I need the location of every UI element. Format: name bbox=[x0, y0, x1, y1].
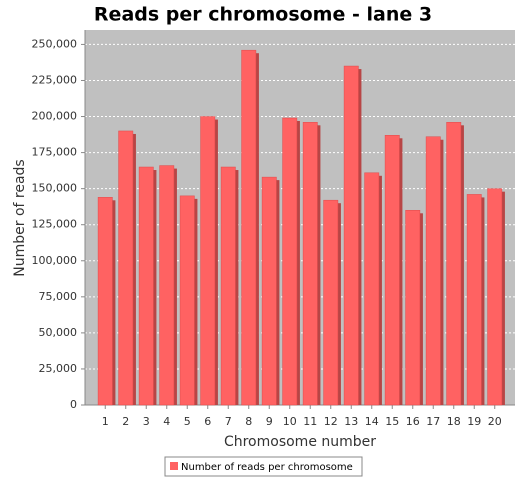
bar bbox=[220, 166, 236, 406]
y-tick-label: 175,000 bbox=[32, 146, 78, 159]
bar bbox=[343, 65, 359, 406]
bar bbox=[200, 116, 216, 406]
y-axis-label: Number of reads bbox=[12, 159, 28, 276]
x-tick-label: 12 bbox=[324, 415, 338, 428]
x-tick-label: 16 bbox=[406, 415, 420, 428]
x-tick-label: 19 bbox=[467, 415, 481, 428]
bar bbox=[405, 210, 421, 406]
y-tick-label: 225,000 bbox=[32, 73, 78, 86]
y-tick-label: 25,000 bbox=[39, 362, 78, 375]
y-tick-label: 250,000 bbox=[32, 37, 78, 50]
bar bbox=[487, 188, 503, 406]
x-tick-label: 20 bbox=[488, 415, 502, 428]
x-tick-label: 14 bbox=[365, 415, 379, 428]
y-tick-label: 100,000 bbox=[32, 254, 78, 267]
bar bbox=[159, 165, 175, 406]
y-tick-label: 75,000 bbox=[39, 290, 78, 303]
x-tick-label: 3 bbox=[143, 415, 150, 428]
bar bbox=[384, 135, 400, 406]
x-tick-label: 7 bbox=[225, 415, 232, 428]
bar bbox=[466, 194, 482, 406]
legend-swatch bbox=[170, 462, 178, 470]
x-tick-label: 1 bbox=[102, 415, 109, 428]
bar bbox=[138, 166, 154, 406]
y-tick-label: 200,000 bbox=[32, 110, 78, 123]
y-tick-label: 125,000 bbox=[32, 218, 78, 231]
bar bbox=[302, 122, 318, 406]
chart-title: Reads per chromosome - lane 3 bbox=[94, 4, 432, 26]
x-tick-label: 2 bbox=[122, 415, 129, 428]
x-tick-label: 17 bbox=[426, 415, 440, 428]
bar bbox=[179, 195, 195, 406]
x-tick-label: 9 bbox=[266, 415, 273, 428]
x-tick-label: 5 bbox=[184, 415, 191, 428]
bar bbox=[282, 117, 298, 406]
bar bbox=[241, 49, 257, 406]
x-tick-label: 18 bbox=[447, 415, 461, 428]
bar bbox=[261, 176, 277, 406]
bar bbox=[446, 122, 462, 406]
x-tick-label: 8 bbox=[245, 415, 252, 428]
legend-label: Number of reads per chromosome bbox=[181, 462, 353, 473]
x-tick-label: 13 bbox=[344, 415, 358, 428]
legend-box bbox=[164, 456, 363, 477]
x-tick-label: 15 bbox=[385, 415, 399, 428]
x-tick-label: 11 bbox=[303, 415, 317, 428]
y-tick-label: 0 bbox=[70, 398, 77, 411]
x-tick-label: 6 bbox=[204, 415, 211, 428]
bar bbox=[97, 197, 113, 406]
x-axis-label: Chromosome number bbox=[224, 434, 376, 450]
bar bbox=[323, 199, 339, 406]
legend bbox=[164, 456, 363, 477]
bar bbox=[364, 172, 380, 406]
x-tick-label: 10 bbox=[283, 415, 297, 428]
bar bbox=[425, 136, 441, 406]
x-tick-label: 4 bbox=[163, 415, 170, 428]
bar bbox=[118, 130, 134, 406]
y-tick-label: 150,000 bbox=[32, 182, 78, 195]
y-tick-label: 50,000 bbox=[39, 326, 78, 339]
